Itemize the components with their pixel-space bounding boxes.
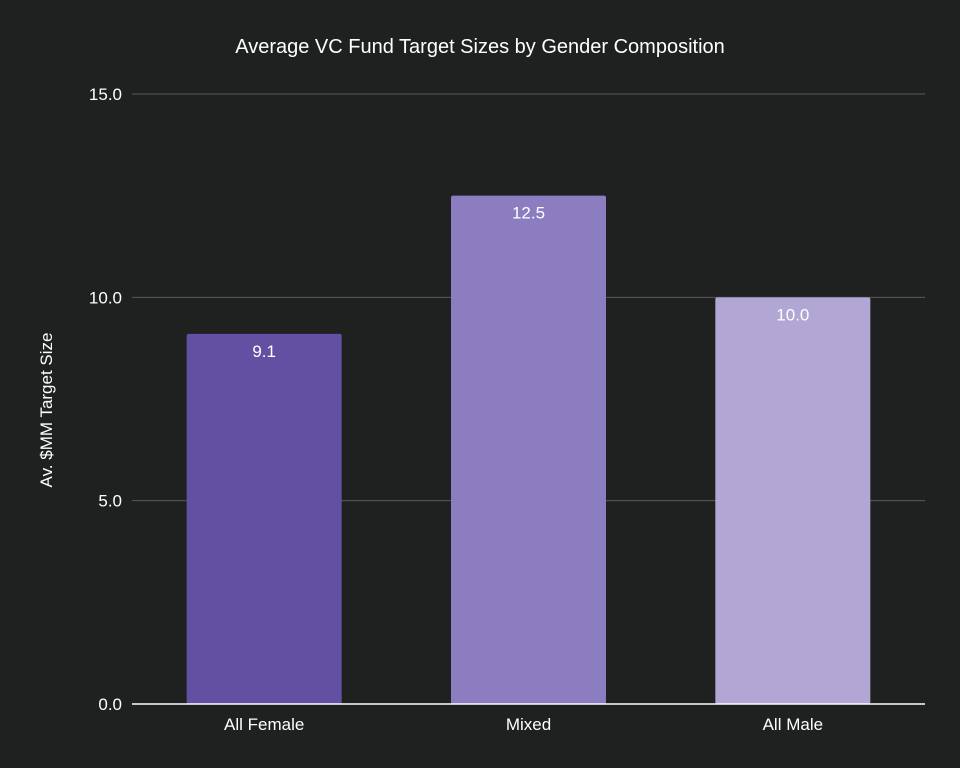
x-tick-label-all-male: All Male: [763, 715, 823, 734]
bars: [186, 195, 871, 704]
y-tick-label: 0.0: [98, 695, 122, 714]
data-label-all-male: 10.0: [776, 305, 809, 324]
x-tick-label-all-female: All Female: [224, 715, 304, 734]
y-tick-label: 10.0: [89, 288, 122, 307]
data-label-all-female: 9.1: [252, 342, 276, 361]
x-axis-ticks: All Female Mixed All Male: [224, 715, 823, 734]
data-label-mixed: 12.5: [512, 204, 545, 223]
x-tick-label-mixed: Mixed: [506, 715, 551, 734]
y-axis-ticks: 0.0 5.0 10.0 15.0: [89, 85, 122, 714]
data-labels: 9.1 12.5 10.0: [252, 204, 809, 361]
bar-mixed: [451, 195, 606, 704]
bar-all-male: [715, 297, 871, 704]
chart-title: Average VC Fund Target Sizes by Gender C…: [235, 36, 725, 58]
y-tick-label: 5.0: [98, 492, 122, 511]
y-tick-label: 15.0: [89, 85, 122, 104]
y-axis-label: Av. $MM Target Size: [37, 333, 56, 488]
bar-all-female: [186, 333, 342, 704]
